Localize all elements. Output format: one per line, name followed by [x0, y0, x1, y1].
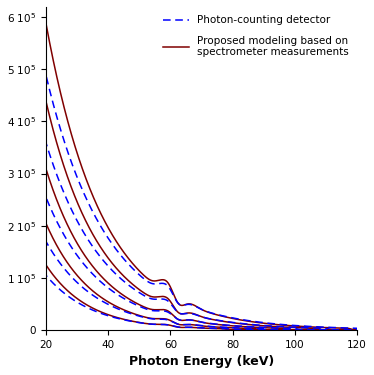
Proposed modeling based on
spectrometer measurements — [79, 164, 84, 168]
Legend: Photon-counting detector, Proposed modeling based on
spectrometer measurements: Photon-counting detector, Proposed model… — [160, 12, 352, 60]
Photon-counting detector — [315, 325, 320, 329]
Proposed modeling based on
spectrometer measurements — [177, 302, 181, 306]
Photon-counting detector — [79, 185, 84, 190]
Line: Proposed modeling based on
spectrometer measurements: Proposed modeling based on spectrometer … — [46, 23, 357, 330]
Photon-counting detector — [44, 73, 48, 77]
Photon-counting detector — [355, 326, 359, 331]
X-axis label: Photon Energy (keV): Photon Energy (keV) — [129, 355, 274, 368]
Photon-counting detector — [43, 327, 48, 332]
Photon-counting detector — [177, 302, 181, 306]
Proposed modeling based on
spectrometer measurements — [315, 325, 320, 330]
Proposed modeling based on
spectrometer measurements — [355, 327, 359, 332]
Proposed modeling based on
spectrometer measurements — [43, 327, 48, 332]
Photon-counting detector — [349, 326, 353, 330]
Proposed modeling based on
spectrometer measurements — [44, 21, 48, 26]
Line: Photon-counting detector: Photon-counting detector — [46, 75, 357, 330]
Proposed modeling based on
spectrometer measurements — [163, 278, 168, 283]
Photon-counting detector — [98, 223, 102, 227]
Proposed modeling based on
spectrometer measurements — [98, 209, 102, 214]
Photon-counting detector — [163, 282, 168, 286]
Proposed modeling based on
spectrometer measurements — [349, 327, 353, 332]
